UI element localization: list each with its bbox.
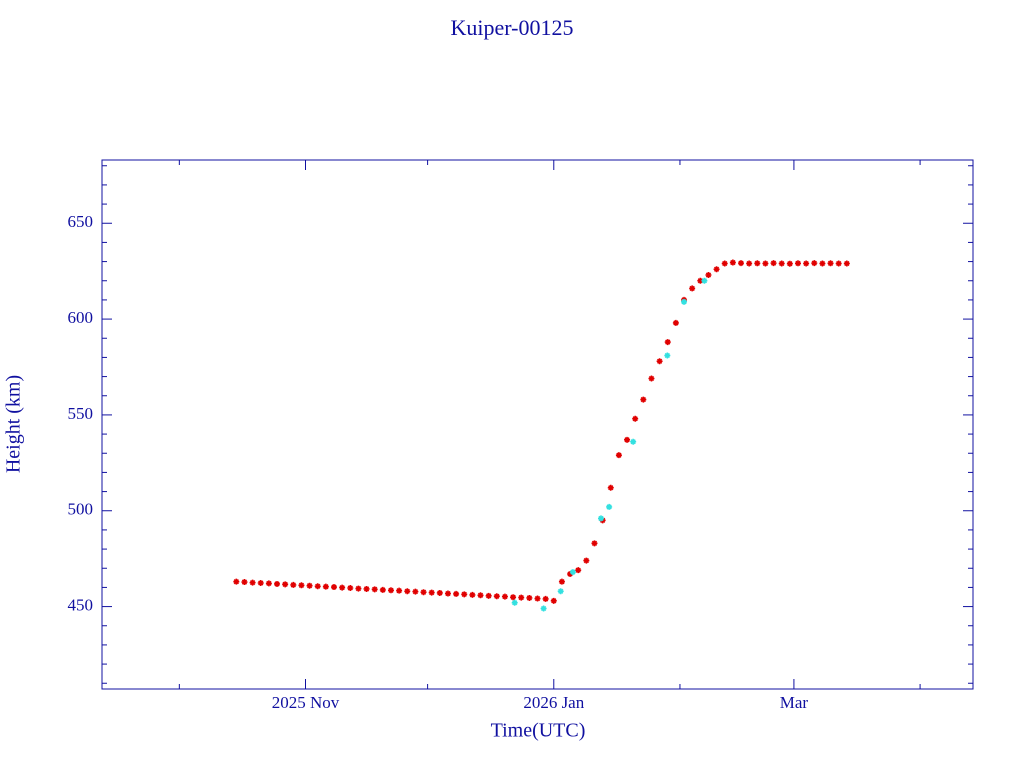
data-point: [705, 272, 712, 278]
data-point: [713, 266, 720, 273]
data-point: [583, 557, 590, 564]
data-point: [843, 260, 850, 267]
data-point: [257, 580, 264, 587]
data-point: [314, 583, 321, 590]
data-point: [681, 298, 688, 305]
data-point: [632, 415, 639, 422]
data-point: [721, 260, 728, 267]
data-point: [567, 571, 574, 577]
data-point: [420, 589, 427, 596]
data-point: [274, 580, 281, 587]
data-point: [511, 599, 518, 606]
data-point: [615, 452, 622, 459]
data-point: [746, 260, 753, 267]
data-point: [298, 582, 305, 589]
data-point: [469, 591, 476, 598]
plot-frame: [101, 159, 974, 690]
data-point: [762, 260, 769, 267]
data-point: [363, 585, 370, 592]
data-point: [819, 260, 826, 267]
data-point: [396, 587, 403, 594]
data-point: [803, 260, 810, 267]
data-point: [282, 581, 289, 588]
data-point: [322, 583, 329, 590]
data-point: [697, 277, 704, 284]
data-point: [526, 594, 533, 601]
data-point: [729, 259, 736, 266]
data-point: [355, 585, 362, 592]
data-point: [648, 375, 655, 382]
chart-title: Kuiper-00125: [451, 15, 574, 40]
data-point: [412, 588, 419, 595]
data-point: [371, 586, 378, 593]
data-point: [444, 590, 451, 597]
data-point: [510, 594, 517, 601]
x-tick-label: Mar: [780, 693, 809, 712]
data-point: [640, 396, 647, 403]
data-point: [778, 260, 785, 267]
y-tick-label: 550: [68, 404, 94, 423]
data-point: [428, 589, 435, 596]
x-tick-label: 2026 Jan: [523, 693, 584, 712]
data-point: [453, 590, 460, 597]
data-point: [835, 260, 842, 267]
data-point: [518, 594, 525, 601]
data-point: [557, 588, 564, 595]
data-point: [387, 587, 394, 594]
data-point: [689, 285, 696, 292]
data-point: [558, 578, 565, 585]
data-point: [493, 593, 500, 600]
data-point: [672, 319, 679, 326]
data-point: [607, 484, 614, 491]
data-point: [701, 277, 708, 284]
data-point: [241, 579, 248, 586]
data-point: [542, 595, 549, 602]
data-point: [624, 436, 631, 443]
data-point: [794, 260, 801, 267]
data-point: [534, 595, 541, 602]
data-point: [477, 592, 484, 599]
data-point: [249, 579, 256, 586]
y-tick-label: 600: [68, 308, 94, 327]
data-point: [786, 260, 793, 267]
data-point: [656, 358, 663, 365]
data-point: [379, 586, 386, 593]
data-point: [754, 260, 761, 267]
data-point: [630, 438, 637, 445]
data-point: [461, 591, 468, 598]
data-point: [606, 503, 613, 510]
data-point: [591, 540, 598, 547]
data-point: [738, 260, 745, 267]
x-tick-label: 2025 Nov: [272, 693, 340, 712]
data-point: [664, 352, 671, 359]
data-point: [290, 581, 297, 588]
data-point: [540, 605, 547, 612]
data-point: [330, 584, 337, 591]
data-point: [339, 584, 346, 591]
data-point: [770, 260, 777, 267]
data-point: [827, 260, 834, 267]
data-point: [233, 578, 240, 585]
y-tick-label: 500: [68, 500, 94, 519]
data-point: [597, 515, 604, 522]
y-axis-label: Height (km): [3, 375, 25, 473]
data-point: [664, 339, 671, 346]
data-point: [575, 567, 582, 574]
data-point: [436, 589, 443, 596]
y-tick-label: 450: [68, 595, 94, 614]
data-point: [550, 597, 557, 604]
data-point: [569, 569, 576, 576]
x-axis-label: Time(UTC): [491, 720, 586, 742]
data-point: [485, 592, 492, 599]
data-point: [306, 582, 313, 589]
y-tick-label: 650: [68, 212, 94, 231]
data-point: [811, 260, 818, 267]
data-point: [501, 593, 508, 600]
data-point: [347, 584, 354, 591]
data-point: [265, 580, 272, 587]
data-point: [404, 588, 411, 595]
